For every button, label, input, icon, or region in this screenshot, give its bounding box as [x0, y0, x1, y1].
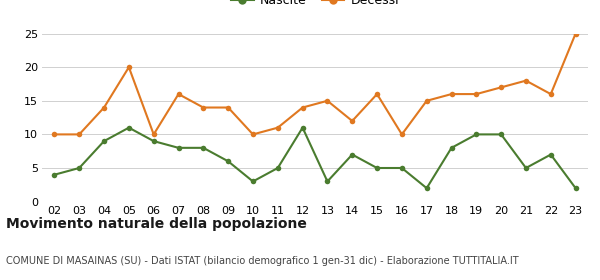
Text: Movimento naturale della popolazione: Movimento naturale della popolazione [6, 217, 307, 231]
Legend: Nascite, Decessi: Nascite, Decessi [226, 0, 404, 12]
Text: COMUNE DI MASAINAS (SU) - Dati ISTAT (bilancio demografico 1 gen-31 dic) - Elabo: COMUNE DI MASAINAS (SU) - Dati ISTAT (bi… [6, 256, 518, 266]
